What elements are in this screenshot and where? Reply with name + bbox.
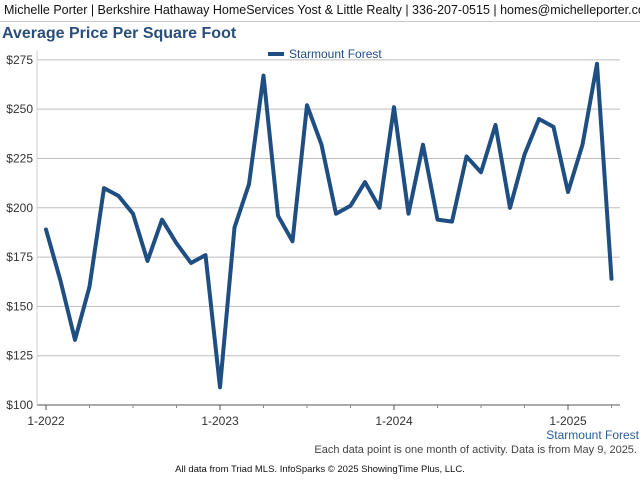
x-tick-label: 1-2024	[375, 414, 413, 428]
y-tick-label: $275	[6, 53, 33, 67]
series-end-label: Starmount Forest	[546, 428, 639, 442]
y-tick-label: $150	[6, 299, 33, 313]
data-credits: All data from Triad MLS. InfoSparks © 20…	[175, 464, 465, 475]
y-tick-label: $225	[6, 151, 33, 165]
legend-label: Starmount Forest	[289, 47, 382, 61]
x-tick-label: 1-2023	[201, 414, 239, 428]
y-tick-label: $175	[6, 250, 33, 264]
series-line-starmount-forest	[44, 61, 614, 390]
chart-title: Average Price Per Square Foot	[2, 25, 237, 42]
agent-header: Michelle Porter | Berkshire Hathaway Hom…	[0, 0, 640, 22]
chart-footnote: Each data point is one month of activity…	[314, 444, 637, 456]
y-tick-label: $250	[6, 102, 33, 116]
y-tick-label: $100	[6, 398, 33, 412]
y-tick-label: $200	[6, 201, 33, 215]
y-tick-label: $125	[6, 349, 33, 363]
x-tick-label: 1-2022	[27, 414, 65, 428]
agent-contact-text: Michelle Porter | Berkshire Hathaway Hom…	[4, 3, 640, 17]
x-tick-label: 1-2025	[549, 414, 587, 428]
